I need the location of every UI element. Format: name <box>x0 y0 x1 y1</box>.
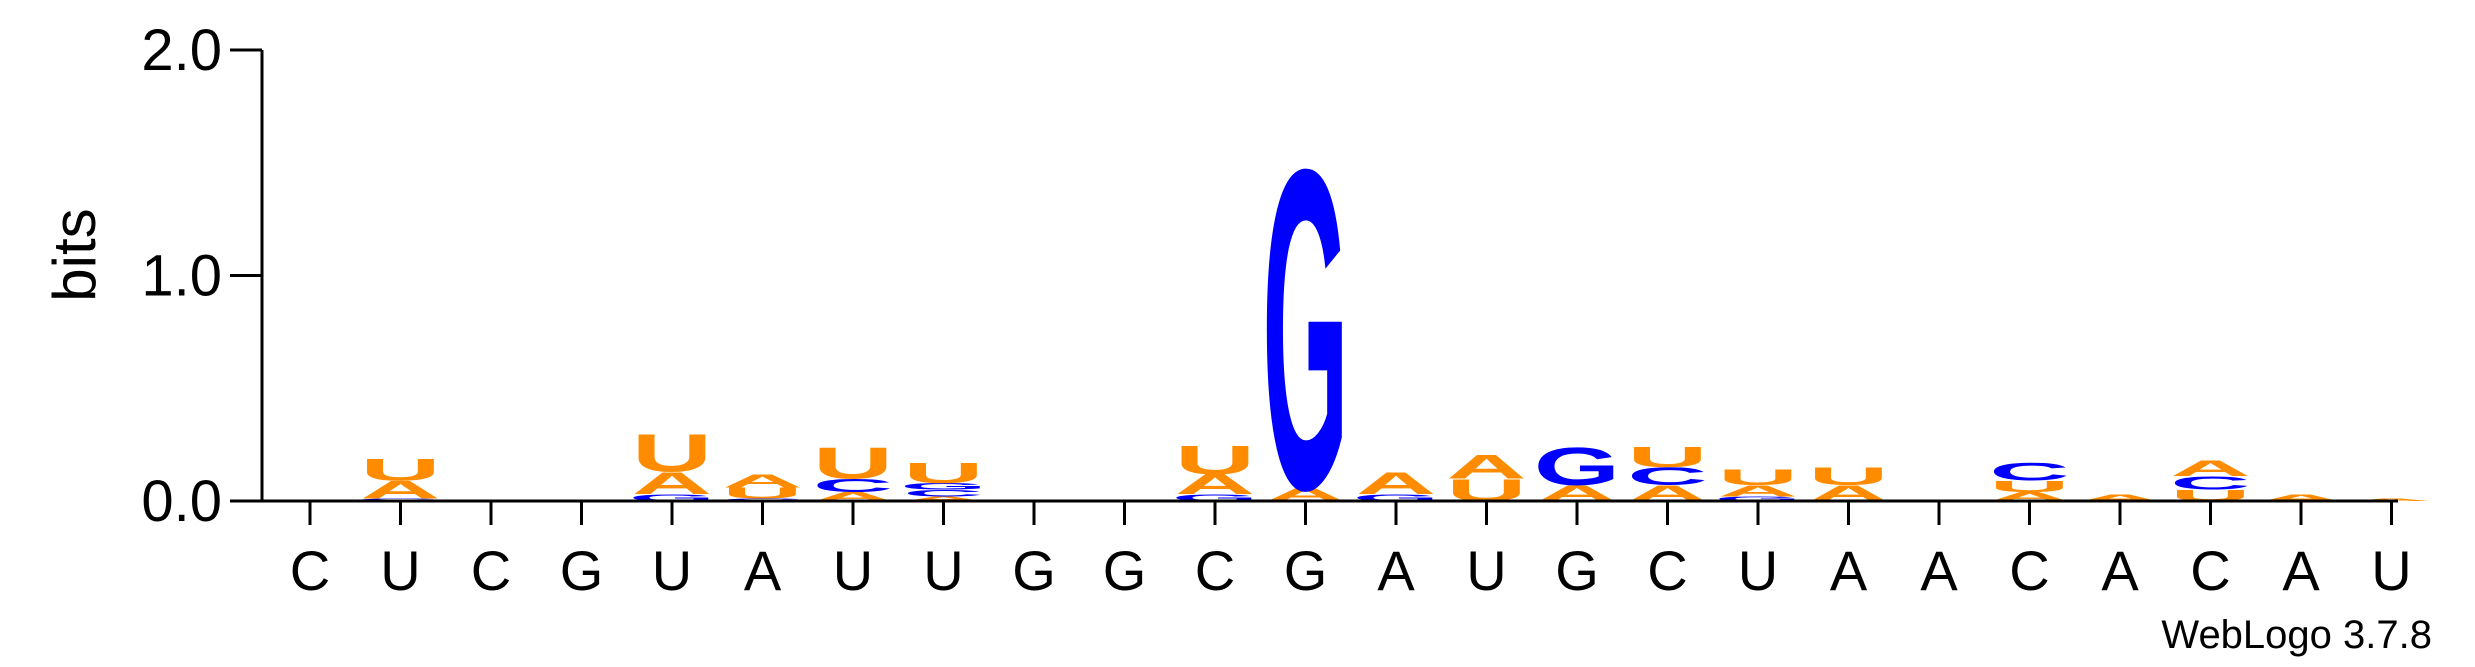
logo-letter-pos17-U: U <box>1718 465 1798 490</box>
logo-letter-pos11-U: U <box>1175 437 1255 483</box>
logo-letter-pos16-U: U <box>1627 442 1707 473</box>
x-tick-label: G <box>1103 539 1147 602</box>
logo-letter-pos8-U: U <box>903 458 983 489</box>
x-tick-label: C <box>1647 539 1687 602</box>
x-tick-label: G <box>1555 539 1599 602</box>
x-tick-label: C <box>2190 539 2230 602</box>
logo-letter-pos16-C: C <box>1627 463 1707 491</box>
x-tick-label: C <box>471 539 511 602</box>
logo-letter-pos6-A: A <box>722 470 802 491</box>
x-tick-label: G <box>1012 539 1056 602</box>
x-tick-label: G <box>1284 539 1328 602</box>
x-tick-label: U <box>833 539 873 602</box>
x-tick-label: A <box>2101 539 2139 602</box>
logo-letter-pos20-C: C <box>1989 458 2069 486</box>
logo-letter-pos23-A: A <box>2261 492 2341 503</box>
logo-letter-pos11-G: G <box>1172 492 1258 503</box>
y-tick-label: 1.0 <box>141 244 222 309</box>
logo-letter-pos13-A: A <box>1356 466 1436 501</box>
y-axis-ticks: 0.0 1.0 2.0 <box>141 18 262 534</box>
x-tick-label: U <box>1738 539 1778 602</box>
logo-letter-pos22-C: C <box>2170 473 2250 494</box>
x-tick-label: G <box>560 539 604 602</box>
logo-letter-pos20-U: U <box>1989 478 2069 496</box>
y-tick-label: 2.0 <box>141 18 222 83</box>
x-tick-label: C <box>2009 539 2049 602</box>
logo-letter-pos2-U: U <box>360 453 440 488</box>
logo-letter-pos11-A: A <box>1175 469 1255 500</box>
x-tick-label: U <box>1466 539 1506 602</box>
x-tick-label: U <box>380 539 420 602</box>
logo-letter-pos7-C: C <box>813 475 893 496</box>
y-tick-label: 0.0 <box>141 469 222 534</box>
x-tick-label: U <box>652 539 692 602</box>
y-axis-label: bits <box>41 208 108 301</box>
logo-letter-pos22-A: A <box>2170 456 2250 481</box>
logo-letter-pos5-G: G <box>629 492 715 503</box>
logo-letter-pos13-G: G <box>1353 492 1439 503</box>
logo-letter-pos21-A: A <box>2080 492 2160 503</box>
x-tick-label: U <box>2371 539 2411 602</box>
weblogo-watermark: WebLogo 3.7.8 <box>2161 613 2432 657</box>
logo-letter-pos5-A: A <box>632 466 712 501</box>
x-tick-label: A <box>2282 539 2320 602</box>
logo-letter-pos8-C: C <box>903 488 983 499</box>
logo-letter-pos15-G: G <box>1534 437 1620 497</box>
x-tick-label: C <box>290 539 330 602</box>
logo-letter-pos17-G: G <box>1715 495 1801 502</box>
x-tick-label: C <box>1195 539 1235 602</box>
logo-letter-pos5-U: U <box>632 424 712 484</box>
logo-letter-pos18-U: U <box>1808 463 1888 491</box>
logo-letter-pos8-A: A <box>903 495 983 502</box>
logo-letter-pos14-A: A <box>1446 448 1526 486</box>
x-tick-label: A <box>1830 539 1868 602</box>
logo-letter-pos17-A: A <box>1718 482 1798 500</box>
logo-letter-pos8-G: G <box>900 481 986 492</box>
logo-letter-pos7-U: U <box>813 438 893 488</box>
x-tick-label: U <box>923 539 963 602</box>
logo-letter-pos6-U: U <box>722 484 802 502</box>
x-tick-label: A <box>744 539 782 602</box>
x-tick-label: A <box>1920 539 1958 602</box>
x-tick-label: A <box>1377 539 1415 602</box>
